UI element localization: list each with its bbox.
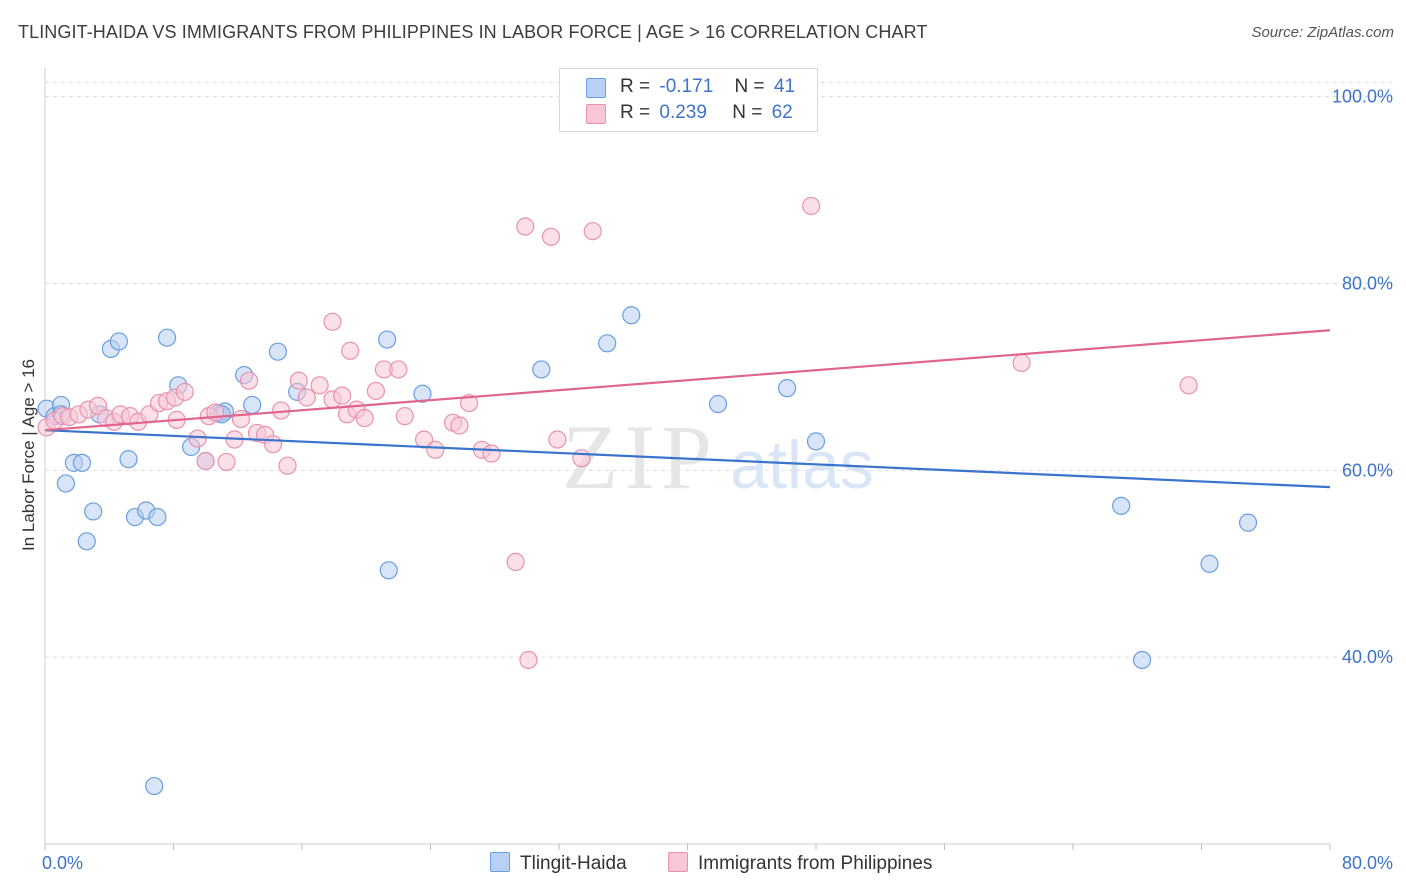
tlingit-point bbox=[157, 328, 177, 347]
philippines-point bbox=[802, 196, 821, 216]
philippines-point bbox=[459, 393, 479, 413]
philippines-point bbox=[323, 312, 342, 331]
tlingit-point bbox=[1200, 554, 1219, 573]
philippines-point bbox=[541, 227, 561, 246]
philippines-point bbox=[366, 381, 385, 401]
source-label: Source: ZipAtlas.com bbox=[1251, 24, 1394, 41]
tlingit-point bbox=[1112, 496, 1131, 515]
x-tick-label: 80.0% bbox=[1342, 853, 1393, 873]
series-name: Immigrants from Philippines bbox=[698, 853, 933, 874]
tlingit-point bbox=[268, 342, 288, 361]
tlingit-point bbox=[145, 776, 164, 796]
tlingit-point bbox=[56, 474, 75, 493]
philippines-point bbox=[516, 217, 535, 236]
philippines-point bbox=[278, 456, 297, 475]
philippines-point bbox=[1012, 353, 1031, 373]
tlingit-point bbox=[243, 395, 262, 415]
watermark: ZIP atlas bbox=[562, 406, 874, 508]
philippines-point bbox=[231, 409, 251, 429]
legend-n-label: N = bbox=[734, 76, 765, 97]
philippines-point bbox=[263, 435, 283, 454]
philippines-point bbox=[506, 552, 525, 571]
philippines-point bbox=[519, 650, 538, 670]
tlingit-point bbox=[413, 384, 432, 403]
legend-r-label: R = bbox=[620, 102, 651, 123]
philippines-point bbox=[297, 388, 316, 407]
tlingit-point bbox=[378, 330, 397, 349]
series-swatch-pink bbox=[668, 852, 688, 872]
philippines-point bbox=[583, 222, 602, 241]
tlingit-point bbox=[806, 432, 826, 451]
legend-swatch-blue bbox=[586, 78, 606, 98]
tlingit-point bbox=[109, 332, 128, 351]
philippines-trend-line bbox=[44, 329, 1331, 432]
series-legend-tlingit: Tlingit-Haida bbox=[490, 852, 627, 875]
trend-lines bbox=[44, 329, 1331, 489]
tlingit-point bbox=[379, 561, 398, 580]
correlation-legend: R = -0.171 N = 41 R = 0.239 N = 62 bbox=[559, 68, 818, 132]
philippines-point bbox=[389, 360, 408, 379]
philippines-point bbox=[1179, 376, 1198, 395]
tick-labels: 40.0% 60.0% 80.0% 100.0% 0.0% 80.0% bbox=[42, 87, 1393, 873]
tlingit-point bbox=[777, 379, 797, 398]
tlingit-point bbox=[708, 394, 728, 414]
tlingit-point bbox=[598, 334, 617, 353]
tlingit-point bbox=[622, 306, 641, 325]
tlingit-point bbox=[77, 532, 96, 551]
legend-r-value: -0.171 bbox=[659, 76, 714, 97]
philippines-point bbox=[239, 371, 259, 390]
philippines-point bbox=[395, 407, 414, 426]
y-tick-label: 60.0% bbox=[1342, 460, 1393, 480]
philippines-point bbox=[175, 382, 194, 401]
philippines-point bbox=[289, 371, 308, 390]
philippines-point bbox=[572, 449, 591, 468]
legend-r-value: 0.239 bbox=[659, 102, 707, 123]
y-tick-label: 40.0% bbox=[1342, 647, 1393, 667]
series-legend-philippines: Immigrants from Philippines bbox=[668, 852, 932, 875]
tlingit-point bbox=[72, 453, 92, 472]
axes bbox=[44, 68, 1331, 850]
tlingit-trend-line bbox=[44, 429, 1331, 489]
philippines-point bbox=[310, 376, 329, 395]
legend-n-value: 62 bbox=[771, 102, 793, 123]
philippines-point bbox=[333, 386, 352, 405]
series-swatch-blue bbox=[490, 852, 510, 872]
philippines-point bbox=[548, 430, 567, 449]
philippines-point bbox=[196, 451, 215, 471]
tlingit-point bbox=[1132, 650, 1152, 670]
philippines-point bbox=[450, 416, 469, 435]
tlingit-point bbox=[532, 360, 551, 379]
y-tick-label: 100.0% bbox=[1332, 87, 1393, 107]
philippines-point bbox=[341, 341, 360, 360]
x-tick-label: 0.0% bbox=[42, 853, 83, 873]
series-name: Tlingit-Haida bbox=[520, 853, 627, 874]
tlingit-point bbox=[1238, 513, 1258, 532]
y-axis-label: In Labor Force | Age > 16 bbox=[19, 359, 38, 551]
data-points bbox=[37, 196, 1258, 796]
philippines-point bbox=[217, 452, 236, 472]
legend-n-value: 41 bbox=[773, 76, 796, 97]
legend-n-label: N = bbox=[732, 102, 763, 123]
philippines-point bbox=[426, 440, 445, 459]
philippines-point bbox=[355, 408, 374, 428]
tlingit-point bbox=[84, 502, 103, 521]
legend-swatch-pink bbox=[586, 104, 606, 124]
chart-title: TLINGIT-HAIDA VS IMMIGRANTS FROM PHILIPP… bbox=[18, 22, 928, 42]
y-tick-label: 80.0% bbox=[1342, 274, 1393, 294]
philippines-point bbox=[482, 444, 501, 463]
legend-r-label: R = bbox=[620, 76, 651, 97]
tlingit-point bbox=[148, 507, 167, 527]
tlingit-point bbox=[119, 450, 138, 469]
philippines-point bbox=[188, 429, 207, 448]
